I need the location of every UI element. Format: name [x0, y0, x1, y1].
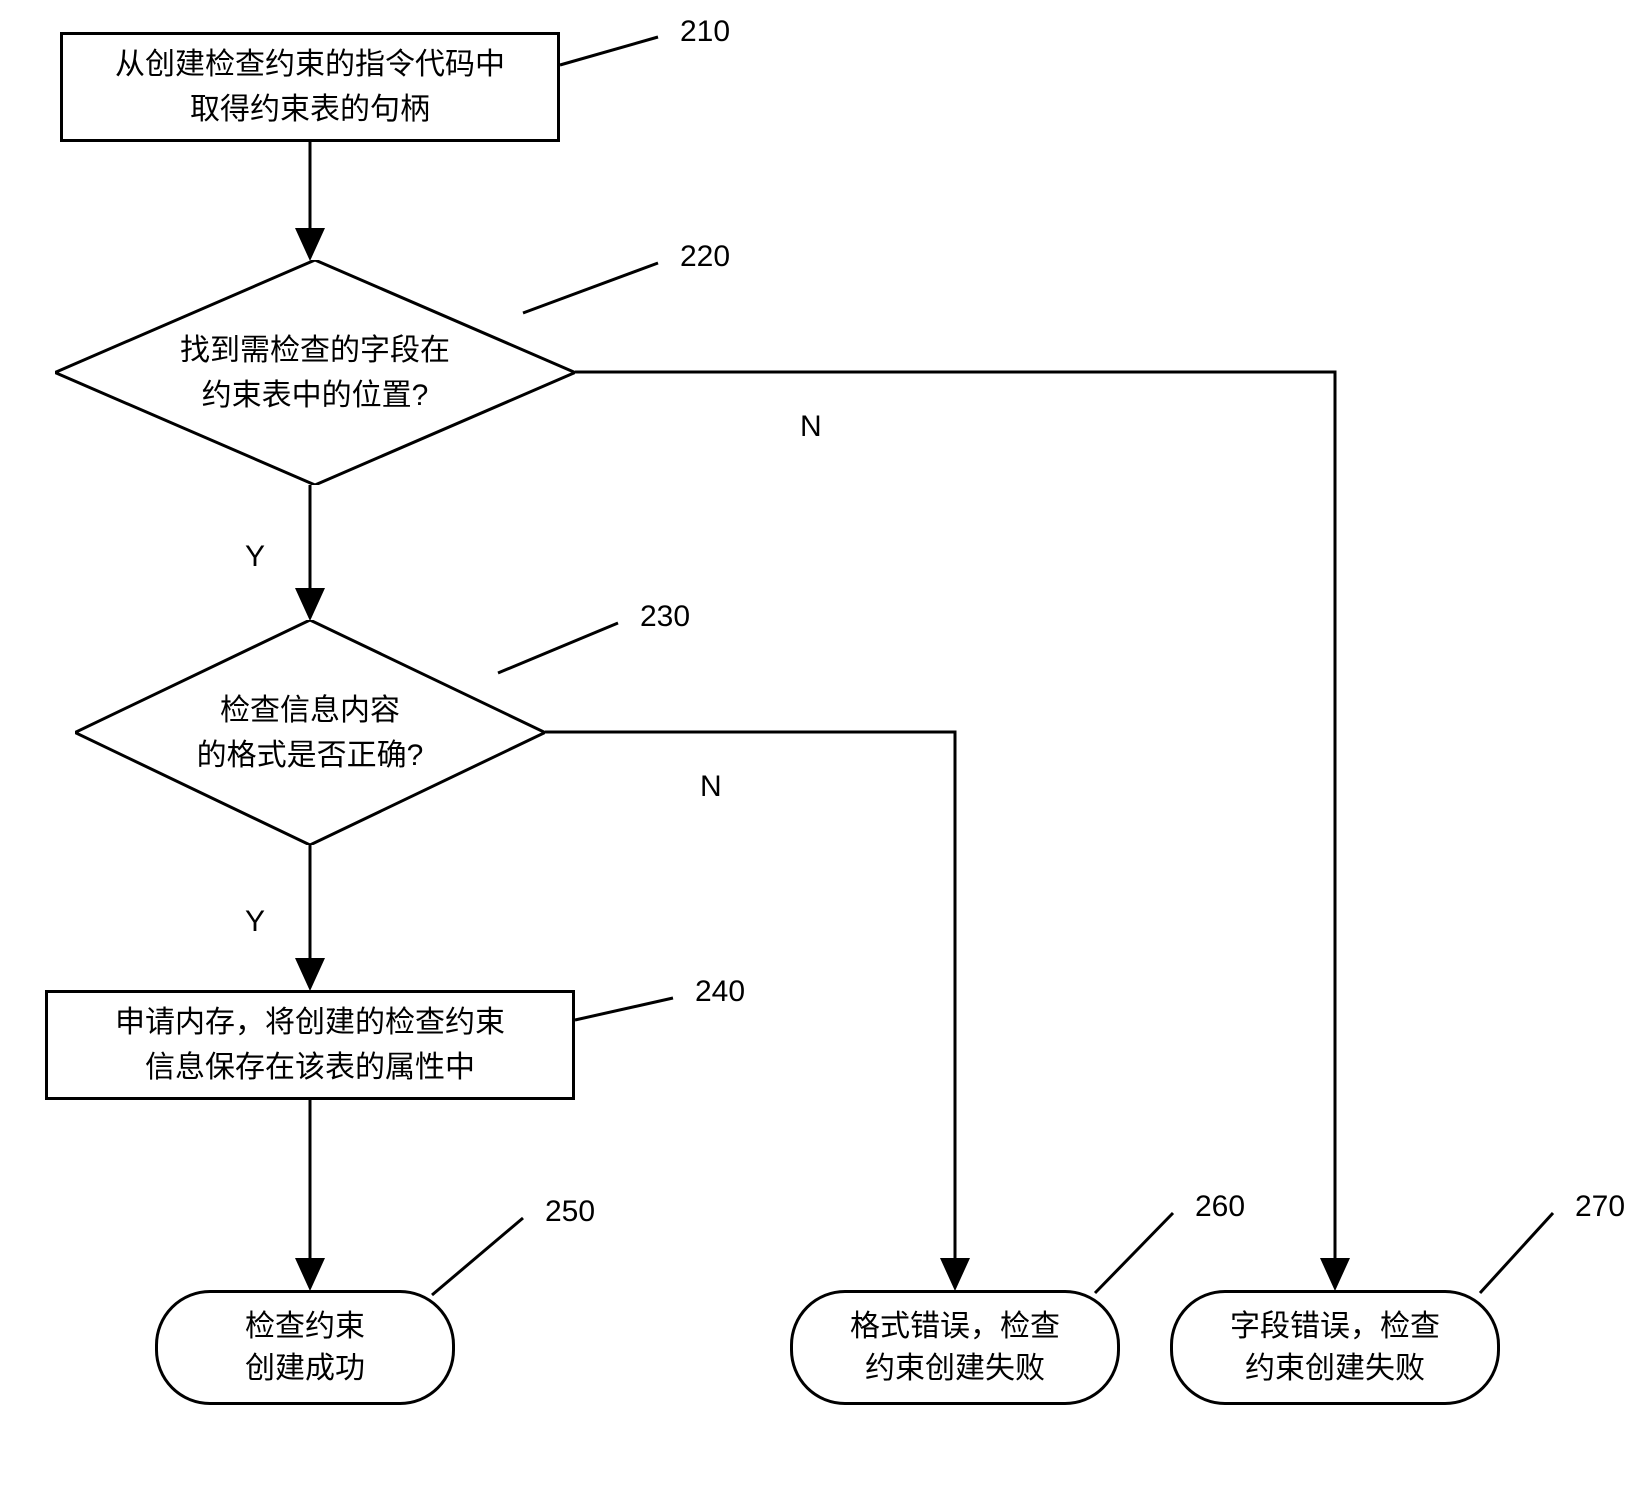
node-id-label-240: 240 [695, 975, 745, 1009]
node-text: 从创建检查约束的指令代码中 [115, 48, 505, 81]
node-text: 申请内存，将创建的检查约束 [115, 1006, 505, 1039]
process-node-210: 从创建检查约束的指令代码中 取得约束表的句柄 [60, 32, 560, 142]
node-id-label-250: 250 [545, 1195, 595, 1229]
node-text: 格式错误，检查 [850, 1310, 1060, 1343]
node-id-label-260: 260 [1195, 1190, 1245, 1224]
node-text: 字段错误，检查 [1230, 1310, 1440, 1343]
terminal-node-260: 格式错误，检查 约束创建失败 [790, 1290, 1120, 1405]
node-text: 的格式是否正确? [197, 739, 424, 772]
node-text: 取得约束表的句柄 [190, 93, 430, 126]
node-id-label-210: 210 [680, 15, 730, 49]
process-node-240: 申请内存，将创建的检查约束 信息保存在该表的属性中 [45, 990, 575, 1100]
node-text: 检查信息内容 [220, 694, 400, 727]
node-text: 创建成功 [245, 1352, 365, 1385]
edge-label-y-1: Y [245, 540, 265, 574]
edge-label-n-1: N [800, 410, 822, 444]
node-text: 找到需检查的字段在 [180, 334, 450, 367]
node-text: 约束表中的位置? [202, 379, 429, 412]
node-id-label-270: 270 [1575, 1190, 1625, 1224]
decision-node-220: 找到需检查的字段在 约束表中的位置? [55, 260, 575, 485]
terminal-node-270: 字段错误，检查 约束创建失败 [1170, 1290, 1500, 1405]
edge-label-y-2: Y [245, 905, 265, 939]
node-text: 约束创建失败 [1245, 1352, 1425, 1385]
node-text: 信息保存在该表的属性中 [145, 1051, 475, 1084]
node-text: 检查约束 [245, 1310, 365, 1343]
node-text: 约束创建失败 [865, 1352, 1045, 1385]
node-id-label-220: 220 [680, 240, 730, 274]
node-id-label-230: 230 [640, 600, 690, 634]
terminal-node-250: 检查约束 创建成功 [155, 1290, 455, 1405]
edge-label-n-2: N [700, 770, 722, 804]
decision-node-230: 检查信息内容 的格式是否正确? [75, 620, 545, 845]
